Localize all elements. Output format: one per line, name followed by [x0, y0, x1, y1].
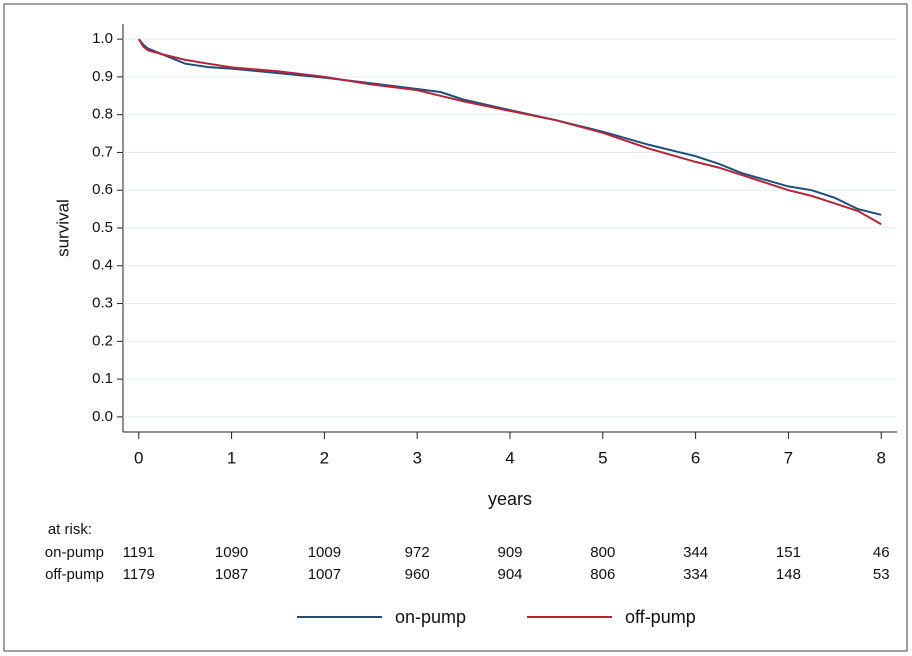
at-risk-count: 1007	[308, 566, 341, 583]
y-tick-label: 0.8	[92, 106, 113, 123]
at-risk-count: 806	[590, 566, 615, 583]
at-risk-count: 1179	[123, 566, 155, 583]
at-risk-count: 148	[776, 566, 801, 583]
at-risk-label: at risk:	[48, 521, 92, 538]
at-risk-count: 1087	[215, 566, 248, 583]
x-tick-label: 0	[134, 448, 143, 467]
y-tick-label: 0.1	[92, 370, 113, 387]
at-risk-count: 800	[590, 544, 615, 561]
at-risk-count: 344	[683, 544, 708, 561]
x-tick-label: 4	[505, 448, 514, 467]
x-tick-label: 7	[784, 448, 793, 467]
x-tick-label: 5	[598, 448, 607, 467]
at-risk-count: 151	[776, 544, 801, 561]
y-tick-label: 0.9	[92, 68, 113, 85]
at-risk-count: 1191	[123, 544, 155, 561]
y-tick-label: 0.3	[92, 295, 113, 312]
at-risk-group: on-pump	[45, 544, 104, 561]
x-tick-label: 1	[227, 448, 236, 467]
at-risk-count: 1090	[215, 544, 248, 561]
at-risk-count: 909	[497, 544, 522, 561]
x-tick-label: 6	[691, 448, 700, 467]
y-axis-title: survival	[53, 199, 72, 257]
at-risk-group: off-pump	[45, 566, 104, 583]
x-tick-label: 8	[876, 448, 885, 467]
at-risk-count: 972	[405, 544, 430, 561]
x-tick-label: 3	[412, 448, 421, 467]
survival-line	[138, 38, 882, 216]
x-axis-title: years	[488, 489, 532, 509]
at-risk-count: 46	[873, 544, 890, 561]
y-tick-label: 0.4	[92, 257, 113, 274]
at-risk-count: 334	[683, 566, 708, 583]
at-risk-count: 904	[497, 566, 522, 583]
at-risk-count: 53	[873, 566, 890, 583]
y-tick-label: 0.5	[92, 219, 113, 236]
legend-label: off-pump	[625, 607, 696, 627]
frame	[3, 3, 908, 652]
y-tick-label: 0.2	[92, 332, 113, 349]
x-tick-label: 2	[320, 448, 329, 467]
y-tick-label: 0.6	[92, 181, 113, 198]
y-tick-label: 0.0	[92, 408, 113, 425]
at-risk-count: 1009	[308, 544, 341, 561]
y-tick-label: 1.0	[92, 30, 113, 47]
y-tick-label: 0.7	[92, 143, 113, 160]
survival-line	[137, 38, 882, 226]
legend-label: on-pump	[395, 607, 466, 627]
at-risk-count: 960	[405, 566, 430, 583]
